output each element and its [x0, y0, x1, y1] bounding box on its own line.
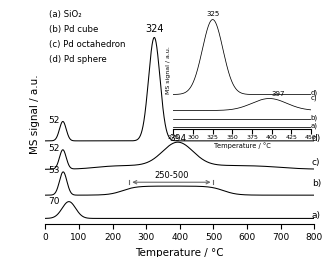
Text: 325: 325: [206, 11, 219, 16]
Text: 70: 70: [49, 197, 60, 206]
Text: (b) Pd cube: (b) Pd cube: [49, 25, 99, 34]
Text: 52: 52: [49, 116, 60, 125]
Y-axis label: MS signal / a.u.: MS signal / a.u.: [166, 46, 170, 94]
Text: 394: 394: [169, 134, 186, 143]
Text: c): c): [310, 94, 317, 101]
Text: 250-500: 250-500: [154, 171, 189, 180]
Text: d): d): [310, 89, 318, 96]
Text: (d) Pd sphere: (d) Pd sphere: [49, 55, 107, 64]
Text: a): a): [312, 211, 321, 220]
Text: (c) Pd octahedron: (c) Pd octahedron: [49, 40, 126, 49]
Text: (a) SiO₂: (a) SiO₂: [49, 10, 82, 19]
Text: b): b): [310, 114, 318, 121]
X-axis label: Temperature / °C: Temperature / °C: [214, 143, 271, 149]
Text: 397: 397: [272, 90, 285, 97]
Text: 53: 53: [49, 166, 60, 175]
Text: c): c): [312, 158, 320, 167]
Text: 52: 52: [49, 144, 60, 153]
Text: b): b): [312, 179, 321, 188]
Y-axis label: MS signal / a.u.: MS signal / a.u.: [30, 75, 40, 154]
Text: 324: 324: [145, 24, 164, 34]
X-axis label: Temperature / °C: Temperature / °C: [135, 248, 224, 257]
Text: a): a): [310, 122, 317, 129]
Text: d): d): [312, 134, 321, 143]
